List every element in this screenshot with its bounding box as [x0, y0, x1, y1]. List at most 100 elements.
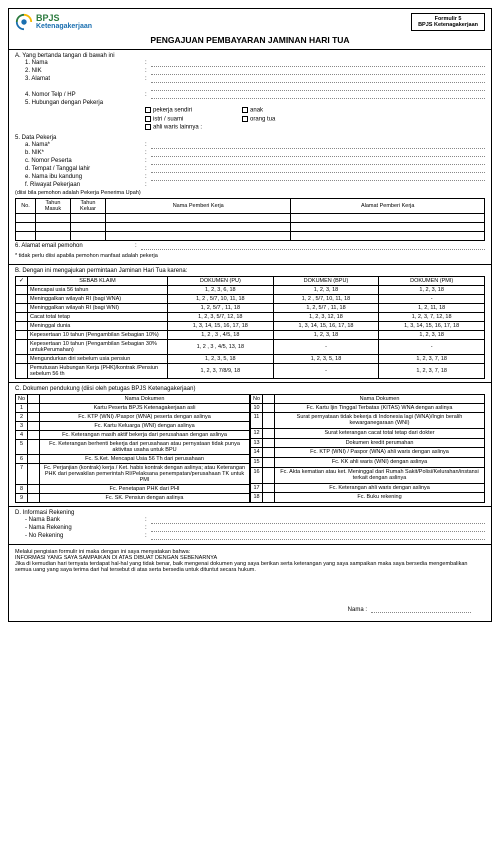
- cb-pekerja-sendiri[interactable]: [145, 107, 151, 113]
- sebab-checkbox[interactable]: [16, 330, 28, 339]
- sebab-label: Kepesertaan 10 tahun (Pengambilan Sebagi…: [28, 330, 168, 339]
- section-a: A. Yang bertanda tangan di bawah ini 1. …: [9, 50, 491, 265]
- dok-desc: Fc. Keterangan masih aktif bekerja dari …: [40, 430, 250, 439]
- sebab-checkbox[interactable]: [16, 285, 28, 294]
- dok-checkbox[interactable]: [263, 493, 275, 503]
- sebab-label: Meninggalkan wilayah RI (bagi WNA): [28, 294, 168, 303]
- dok-checkbox[interactable]: [28, 421, 40, 430]
- field-dp-nopeserta[interactable]: [151, 158, 485, 165]
- sebab-label: Kepesertaan 10 tahun (Pengambilan Sebagi…: [28, 339, 168, 354]
- dok-desc: Kartu Peserta BPJS Ketenagakerjaan asli: [40, 403, 250, 412]
- dok-desc: Surat keterangan cacat total tetap dari …: [275, 429, 485, 439]
- dok-no: 8: [16, 484, 28, 493]
- bpjs-logo-icon: [15, 13, 33, 31]
- dok-no: 15: [251, 458, 263, 468]
- sec-a-heading: A. Yang bertanda tangan di bawah ini: [15, 53, 485, 59]
- signature-line[interactable]: [371, 607, 471, 613]
- field-dp-nik[interactable]: [151, 150, 485, 157]
- field-bank[interactable]: [151, 517, 485, 524]
- lbl-nik: 2. NIK: [25, 68, 145, 75]
- dok-no: 10: [251, 403, 263, 413]
- field-dp-nama[interactable]: [151, 142, 485, 149]
- dok-checkbox[interactable]: [263, 458, 275, 468]
- dok-checkbox[interactable]: [28, 463, 40, 484]
- dok-desc: Fc. S.Ket. Mencapai Usia 56 Th dari peru…: [40, 454, 250, 463]
- section-c: C. Dokumen pendukung (diisi oleh petugas…: [9, 383, 491, 507]
- dok-checkbox[interactable]: [28, 430, 40, 439]
- dok-checkbox[interactable]: [263, 448, 275, 458]
- riwayat-pekerjaan-table: No. Tahun Masuk Tahun Keluar Nama Pember…: [15, 198, 485, 241]
- dok-checkbox[interactable]: [263, 403, 275, 413]
- dok-checkbox[interactable]: [28, 439, 40, 454]
- sebab-checkbox[interactable]: [16, 303, 28, 312]
- header: BPJS Ketenagakerjaan Formulir 5 BPJS Ket…: [9, 9, 491, 33]
- cb-orang-tua[interactable]: [242, 116, 248, 122]
- field-telp[interactable]: [151, 92, 485, 99]
- dok-checkbox[interactable]: [28, 484, 40, 493]
- field-nama[interactable]: [151, 60, 485, 67]
- dok-checkbox[interactable]: [263, 438, 275, 448]
- dok-checkbox[interactable]: [263, 467, 275, 483]
- field-namarek[interactable]: [151, 525, 485, 532]
- dok-desc: Fc. KK ahli waris (WNI) dengan aslinya: [275, 458, 485, 468]
- section-b: B. Dengan ini mengajukan permintaan Jami…: [9, 265, 491, 383]
- signature-area: Nama :: [9, 577, 491, 621]
- sebab-label: Mengundurkan diri sebelum usia pensiun: [28, 354, 168, 363]
- dok-checkbox[interactable]: [28, 454, 40, 463]
- sec-b-heading: B. Dengan ini mengajukan permintaan Jami…: [15, 268, 485, 274]
- sec-c-heading: C. Dokumen pendukung (diisi oleh petugas…: [15, 386, 485, 392]
- dok-checkbox[interactable]: [263, 413, 275, 429]
- rw-no[interactable]: [16, 213, 36, 222]
- logo: BPJS Ketenagakerjaan: [15, 13, 92, 31]
- dok-desc: Fc. Keterangan ahli waris dengan aslinya: [275, 483, 485, 493]
- dok-no: 11: [251, 413, 263, 429]
- lbl-telp: 4. Nomor Telp / HP: [25, 92, 145, 99]
- dok-checkbox[interactable]: [263, 483, 275, 493]
- field-nik[interactable]: [151, 68, 485, 75]
- dok-desc: Fc. Kartu Keluarga (WNI) dengan aslinya: [40, 421, 250, 430]
- dok-no: 13: [251, 438, 263, 448]
- sec-d-heading: D. Informasi Rekening: [15, 510, 485, 516]
- dokumen-table-right: NoNama Dokumen 10 Fc. Kartu Ijin Tinggal…: [250, 394, 485, 503]
- sebab-checkbox[interactable]: [16, 312, 28, 321]
- dokumen-table-left: NoNama Dokumen 1 Kartu Peserta BPJS Kete…: [15, 394, 250, 503]
- cb-istri-suami[interactable]: [145, 116, 151, 122]
- sebab-label: Meninggalkan wilayah RI (bagi WNI): [28, 303, 168, 312]
- dok-no: 5: [16, 439, 28, 454]
- dok-checkbox[interactable]: [28, 493, 40, 502]
- sebab-label: Pemutusan Hubungan Kerja (PHK)/kontrak /…: [28, 363, 168, 378]
- sebab-checkbox[interactable]: [16, 354, 28, 363]
- sebab-checkbox[interactable]: [16, 321, 28, 330]
- page-title: PENGAJUAN PEMBAYARAN JAMINAN HARI TUA: [9, 33, 491, 50]
- logo-line2: Ketenagakerjaan: [36, 23, 92, 30]
- dok-desc: Fc. Penetapan PHK dari PHI: [40, 484, 250, 493]
- declaration: Melalui pengisian formulir ini maka deng…: [9, 545, 491, 577]
- sebab-checkbox[interactable]: [16, 294, 28, 303]
- field-norek[interactable]: [151, 533, 485, 540]
- logo-line1: BPJS: [36, 14, 92, 23]
- dok-no: 2: [16, 412, 28, 421]
- dok-desc: Fc. Perjanjian (kontrak) kerja / Ket. ha…: [40, 463, 250, 484]
- field-alamat[interactable]: [151, 76, 485, 83]
- field-dp-ibu[interactable]: [151, 174, 485, 181]
- dok-no: 4: [16, 430, 28, 439]
- form-id-line2: BPJS Ketenagakerjaan: [418, 22, 478, 28]
- dok-no: 16: [251, 467, 263, 483]
- dok-desc: Fc. Akta kematian atau ket. Meninggal da…: [275, 467, 485, 483]
- field-dp-ttl[interactable]: [151, 166, 485, 173]
- dok-no: 7: [16, 463, 28, 484]
- dok-desc: Fc. KTP (WNI) / Paspor (WNA) ahli waris …: [275, 448, 485, 458]
- sebab-klaim-table: SEBAB KLAIM DOKUMEN (PU) DOKUMEN (BPU) D…: [15, 276, 485, 379]
- cb-ahli-waris[interactable]: [145, 124, 151, 130]
- field-alamat2[interactable]: [151, 84, 485, 91]
- field-email[interactable]: [141, 243, 485, 250]
- cb-anak[interactable]: [242, 107, 248, 113]
- dok-checkbox[interactable]: [28, 412, 40, 421]
- dok-checkbox[interactable]: [263, 429, 275, 439]
- sebab-checkbox[interactable]: [16, 363, 28, 378]
- dok-checkbox[interactable]: [28, 403, 40, 412]
- sebab-checkbox[interactable]: [16, 339, 28, 354]
- dok-desc: Fc. KTP (WNI) /Paspor (WNA) peserta deng…: [40, 412, 250, 421]
- dok-no: 14: [251, 448, 263, 458]
- dok-no: 6: [16, 454, 28, 463]
